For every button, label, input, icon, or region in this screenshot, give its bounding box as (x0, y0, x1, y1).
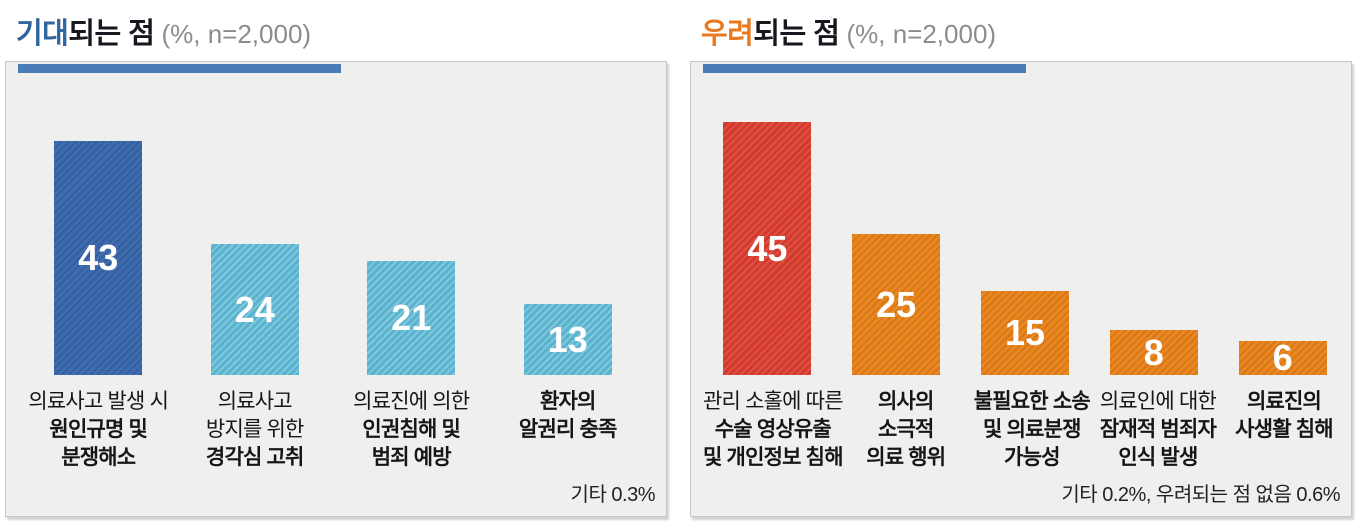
category-label-line: 의료 행위 (866, 446, 946, 469)
bar: 24 (210, 244, 299, 375)
chart-title-expected: 기대되는 점 (%, n=2,000) (16, 10, 667, 52)
bar-value-label: 8 (1143, 331, 1164, 373)
bar: 45 (723, 122, 812, 375)
title-rest-text: 되는 점 (753, 18, 840, 50)
bar-value-label: 24 (234, 288, 275, 330)
footnote-expected: 기타 0.3% (570, 484, 656, 506)
bar-value-label: 6 (1272, 337, 1293, 378)
category-label-line: 알권리 충족 (518, 418, 617, 441)
bar-column: 24 (177, 73, 334, 375)
bar-value-label: 25 (876, 283, 917, 325)
bar: 43 (54, 141, 143, 375)
category-labels-concerns: 관리 소홀에 따른 수술 영상유출 및 개인정보 침해 의사의 소극적 의료 행위 불필요한… (691, 388, 1351, 472)
category-label-line: 잠재적 범죄자 (1099, 418, 1217, 441)
category-label-line: 수술 영상유출 (714, 418, 832, 441)
bar-value-label: 43 (78, 237, 119, 278)
bar-column: 15 (961, 73, 1090, 375)
bar: 13 (523, 304, 612, 375)
chart-box-concerns: 45 25 15 8 6 관리 소홀에 따른 수술 영상유출 및 개인정보 침해 의사의 소극적… (690, 61, 1352, 517)
bar-value-label: 15 (1004, 312, 1045, 353)
category-label-line: 의료진의 (1246, 390, 1322, 413)
bar: 8 (1109, 330, 1198, 375)
footnote-concerns: 기타 0.2%, 우려되는 점 없음 0.6% (1061, 484, 1340, 506)
category-label-line: 의료인에 대한 (1099, 390, 1217, 413)
category-label-line: 의료진에 의한 (353, 390, 470, 413)
category-label-line: 환자의 (539, 390, 596, 413)
title-rest-text: 되는 점 (68, 18, 155, 50)
category-label-line: 경각심 고취 (205, 446, 304, 469)
category-label-line: 의사의 (877, 390, 934, 413)
category-label-line: 불필요한 소송 (973, 390, 1091, 413)
bar-column: 13 (490, 73, 647, 375)
category-label-line: 사생활 침해 (1235, 418, 1333, 441)
chart-title-concerns: 우려되는 점 (%, n=2,000) (701, 10, 1352, 52)
bar: 21 (367, 261, 456, 375)
bar-plot-concerns: 45 25 15 8 6 (691, 73, 1351, 378)
category-label-line: 가능성 (1004, 446, 1060, 469)
bar-column: 8 (1089, 73, 1218, 375)
bar-plot-expected: 43 24 21 13 (6, 73, 666, 375)
category-label-line: 및 의료분쟁 (983, 418, 1081, 441)
category-label-line: 의료사고 (217, 390, 293, 413)
bar-column: 45 (703, 73, 832, 375)
bar: 15 (980, 291, 1069, 375)
category-label-line: 방지를 위한 (205, 418, 304, 441)
bar-column: 21 (333, 73, 490, 375)
chart-box-expected: 43 24 21 13 의료사고 발생 시 원인규명 및 분쟁해소 의료사고 방지를 위한 경각… (5, 61, 667, 517)
bar-value-label: 21 (391, 297, 432, 338)
bar: 6 (1238, 337, 1327, 378)
title-accent-text: 우려 (701, 18, 754, 50)
category-label-line: 분쟁해소 (61, 446, 136, 469)
category-label-line: 인권침해 및 (362, 418, 461, 441)
category-label-line: 관리 소홀에 따른 (703, 390, 844, 413)
accent-bar (18, 64, 342, 73)
bar-value-label: 13 (547, 318, 588, 360)
category-label-line: 인식 발생 (1118, 446, 1198, 469)
category-label-line: 의료사고 발생 시 (28, 390, 169, 413)
bar: 25 (852, 234, 941, 375)
category-labels-expected: 의료사고 발생 시 원인규명 및 분쟁해소 의료사고 방지를 위한 경각심 고취 의료진에 … (6, 388, 666, 472)
title-sample-size: (%, n=2,000) (846, 19, 997, 49)
category-label-line: 범죄 예방 (371, 446, 452, 469)
category-label-line: 및 개인정보 침해 (703, 446, 844, 469)
category-label-line: 원인규명 및 (49, 418, 148, 441)
category-label-line: 소극적 (877, 418, 934, 441)
bar-column: 6 (1218, 73, 1347, 378)
bar-value-label: 45 (747, 227, 788, 269)
bar-column: 25 (832, 73, 961, 375)
bar-column: 43 (20, 73, 177, 375)
title-accent-text: 기대 (16, 18, 69, 50)
accent-bar (703, 64, 1027, 73)
title-sample-size: (%, n=2,000) (161, 19, 312, 49)
